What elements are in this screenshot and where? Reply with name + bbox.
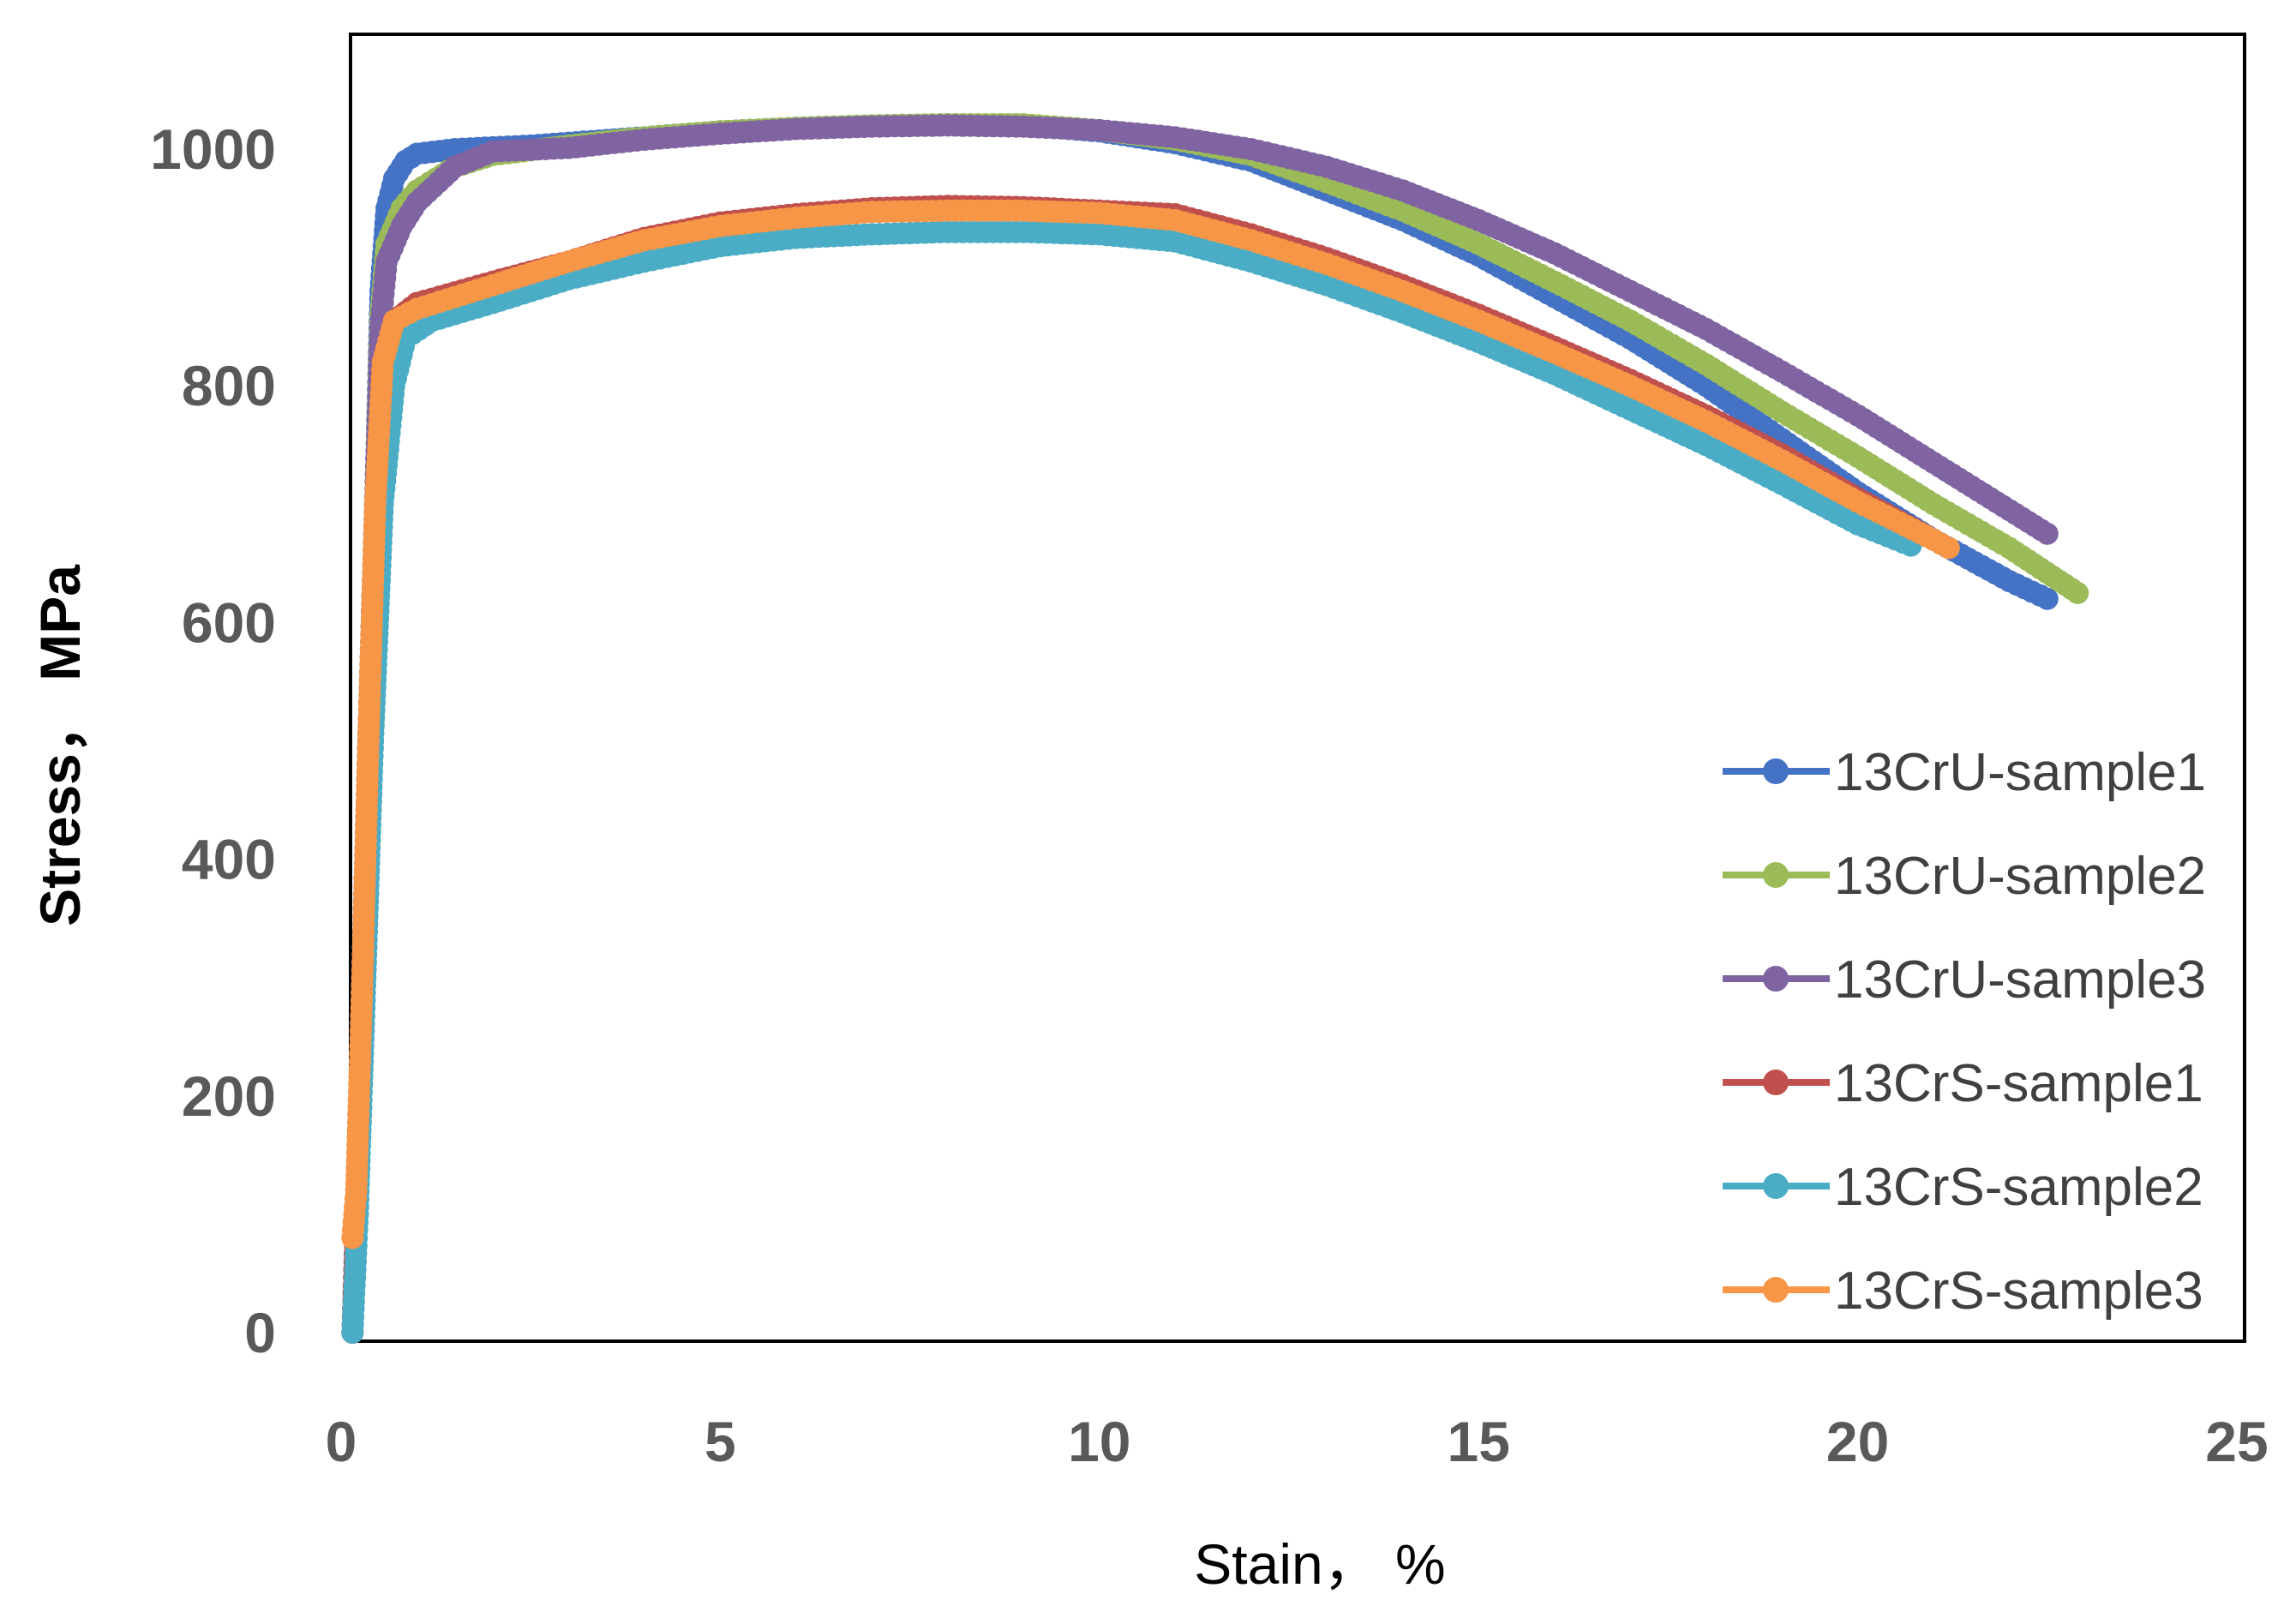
series-layer xyxy=(341,113,2089,1344)
legend-box xyxy=(1701,720,2241,1339)
y-tick-label-800: 800 xyxy=(182,354,276,417)
x-tick-label-10: 10 xyxy=(1068,1410,1130,1473)
legend-item-13cru-sample2: 13CrU-sample2 xyxy=(1723,847,2206,906)
y-axis-ticks: 0 200 400 600 800 1000 xyxy=(150,117,276,1364)
legend-label-13crs-sample3: 13CrS-sample3 xyxy=(1834,1261,2203,1321)
series-point-13cru-sample1 xyxy=(2035,587,2059,610)
x-axis-title: Stain， % xyxy=(1194,1532,1445,1596)
y-tick-label-1000: 1000 xyxy=(150,117,276,181)
legend: 13CrU-sample1 13CrU-sample2 13CrU-sample3 1… xyxy=(1723,743,2206,1321)
x-axis-ticks: 0 5 10 15 20 25 xyxy=(326,1410,2269,1473)
legend-item-13cru-sample1: 13CrU-sample1 xyxy=(1723,743,2206,802)
legend-item-13crs-sample3: 13CrS-sample3 xyxy=(1723,1261,2203,1321)
legend-label-13crs-sample1: 13CrS-sample1 xyxy=(1834,1054,2203,1113)
legend-item-13cru-sample3: 13CrU-sample3 xyxy=(1723,950,2206,1010)
series-point-13cru-sample2 xyxy=(2066,581,2089,604)
legend-swatch-marker-13crs-sample1 xyxy=(1763,1070,1789,1095)
x-tick-label-5: 5 xyxy=(704,1410,736,1473)
y-tick-label-200: 200 xyxy=(182,1064,276,1128)
legend-swatch-marker-13cru-sample2 xyxy=(1763,862,1789,888)
legend-label-13cru-sample2: 13CrU-sample2 xyxy=(1834,847,2206,906)
series-point-13cru-sample3 xyxy=(2035,522,2059,545)
y-tick-label-400: 400 xyxy=(182,828,276,891)
y-axis-title: Stress， MPa xyxy=(28,564,92,926)
series-13crs-sample3 xyxy=(341,199,1960,1249)
y-tick-label-600: 600 xyxy=(182,590,276,654)
legend-label-13cru-sample3: 13CrU-sample3 xyxy=(1834,950,2206,1010)
legend-item-13crs-sample1: 13CrS-sample1 xyxy=(1723,1054,2203,1113)
legend-swatch-marker-13crs-sample2 xyxy=(1763,1173,1789,1199)
series-point-13crs-sample3 xyxy=(1937,536,1960,560)
x-tick-label-20: 20 xyxy=(1826,1410,1889,1473)
legend-swatch-marker-13cru-sample1 xyxy=(1763,758,1789,784)
x-tick-label-15: 15 xyxy=(1447,1410,1509,1473)
x-tick-label-0: 0 xyxy=(326,1410,357,1473)
y-tick-label-0: 0 xyxy=(244,1301,276,1364)
legend-item-13crs-sample2: 13CrS-sample2 xyxy=(1723,1158,2203,1217)
legend-label-13cru-sample1: 13CrU-sample1 xyxy=(1834,743,2206,802)
legend-swatch-marker-13crs-sample3 xyxy=(1763,1277,1789,1303)
legend-swatch-marker-13cru-sample3 xyxy=(1763,966,1789,992)
legend-label-13crs-sample2: 13CrS-sample2 xyxy=(1834,1158,2203,1217)
x-tick-label-25: 25 xyxy=(2205,1410,2268,1473)
